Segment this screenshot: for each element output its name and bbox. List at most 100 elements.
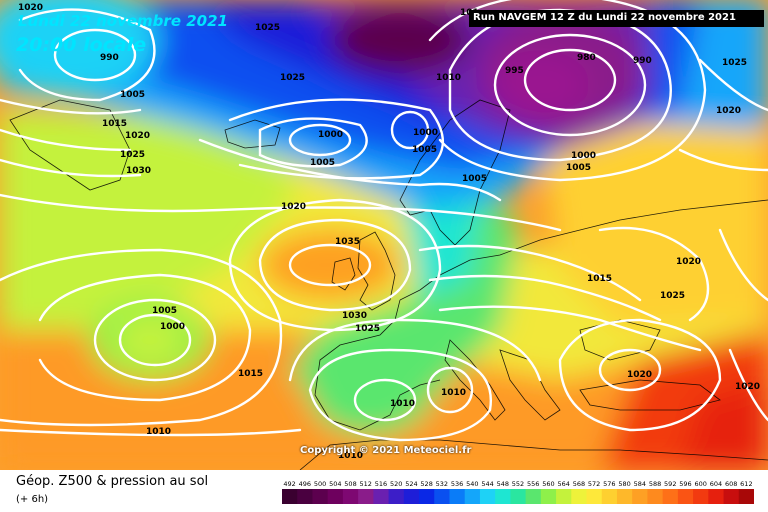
scale-swatch [723,489,740,504]
isobar-label: 1010 [338,451,363,461]
scale-label: 592 [664,480,676,488]
isobar-label: 1025 [280,73,305,83]
isobar-label: 1005 [462,174,487,184]
isobar-label: 1010 [436,73,461,83]
scale-label: 596 [679,480,691,488]
scale-label: 604 [710,480,722,488]
isobar-label: 1025 [722,58,747,68]
isobar-label: 1015 [238,369,263,379]
isobar-label: 1035 [335,237,360,247]
scale-label: 496 [299,480,311,488]
copyright-notice: Copyright © 2021 Meteociel.fr [300,445,472,456]
scale-label: 612 [740,480,752,488]
scale-label: 572 [588,480,600,488]
color-scale: 492 496 500 504 508 512 516 520 524 528 532 536 540 5… [282,480,754,504]
isobars [0,0,768,442]
scale-label: 608 [725,480,737,488]
scale-swatch [327,489,344,504]
scale-swatch [647,489,664,504]
isobar-label: 980 [577,53,596,63]
forecast-time: 20:00 locale [16,34,147,56]
isobar-label: 990 [633,56,652,66]
scale-swatch [464,489,481,504]
coastlines [9,99,768,470]
isobar-label: 1010 [146,427,171,437]
isobar-label: 1005 [310,158,335,168]
scale-swatch [282,489,298,504]
scale-swatch [495,489,511,504]
isobar-label: 1005 [566,163,591,173]
isobar-label: 1015 [587,274,612,284]
isobar-label: 1030 [342,311,367,321]
scale-swatch [677,489,694,504]
scale-swatch [738,489,754,504]
scale-label: 568 [573,480,585,488]
isobar-label: 995 [505,66,524,76]
scale-label: 532 [436,480,448,488]
scale-label: 556 [527,480,539,488]
scale-label: 504 [329,480,341,488]
isobar-label: 1020 [676,257,701,267]
isobar-label: 1025 [120,150,145,160]
scale-swatch [556,489,572,504]
pressure-labels: 1020990102510199598099010251025101010051… [18,3,760,461]
isobar-label: 1005 [412,145,437,155]
scale-label: 500 [314,480,326,488]
isobar-label: 1020 [281,202,306,212]
scale-label: 528 [420,480,432,488]
geopotential-field [0,0,768,470]
isobar-label: 1000 [160,322,185,332]
scale-label: 540 [466,480,478,488]
isobar-label: 1030 [126,166,151,176]
scale-swatch [601,489,618,504]
scale-label: 560 [542,480,554,488]
scale-label: 600 [694,480,706,488]
scale-label: 576 [603,480,615,488]
scale-swatch [510,489,527,504]
isobar-label: 1010 [441,388,466,398]
scale-label: 536 [451,480,463,488]
scale-swatch [479,489,496,504]
scale-swatch [632,489,648,504]
isobar-label: 1020 [735,382,760,392]
isobar-label: 990 [100,53,119,63]
scale-label: 516 [375,480,387,488]
scale-swatch [616,489,633,504]
isobar-label: 1025 [660,291,685,301]
scale-swatch [419,489,435,504]
isobar-label: 1010 [390,399,415,409]
isobar-label: 1020 [125,131,150,141]
scale-swatch [708,489,725,504]
isobar-label: 1000 [571,151,596,161]
scale-swatch [312,489,329,504]
run-info-box [469,10,764,27]
legend-subtitle: (+ 6h) [16,494,49,505]
scale-swatch [358,489,374,504]
scale-label: 512 [360,480,372,488]
isobar-label: 1015 [102,119,127,129]
run-info: Run NAVGEM 12 Z du Lundi 22 novembre 202… [473,12,736,23]
scale-swatch [434,489,450,504]
scale-swatch [297,489,313,504]
isobar-label: 1025 [355,324,380,334]
scale-swatch [449,489,466,504]
scale-label: 524 [405,480,417,488]
scale-swatch [525,489,542,504]
scale-label: 564 [557,480,569,488]
scale-swatch [403,489,420,504]
scale-swatch [373,489,390,504]
scale-swatch [388,489,405,504]
isobar-label: 1000 [318,130,343,140]
isobar-label: 1020 [716,106,741,116]
scale-label: 584 [634,480,646,488]
scale-swatch [693,489,709,504]
legend-title: Géop. Z500 & pression au sol [16,474,209,489]
isobar-label: 1020 [627,370,652,380]
scale-swatch [662,489,679,504]
isobar-label: 1000 [413,128,438,138]
scale-swatch [586,489,603,504]
isobar-label: 1005 [152,306,177,316]
forecast-date: Lundi 22 novembre 2021 [18,12,228,30]
scale-label: 508 [344,480,356,488]
scale-swatch [540,489,557,504]
